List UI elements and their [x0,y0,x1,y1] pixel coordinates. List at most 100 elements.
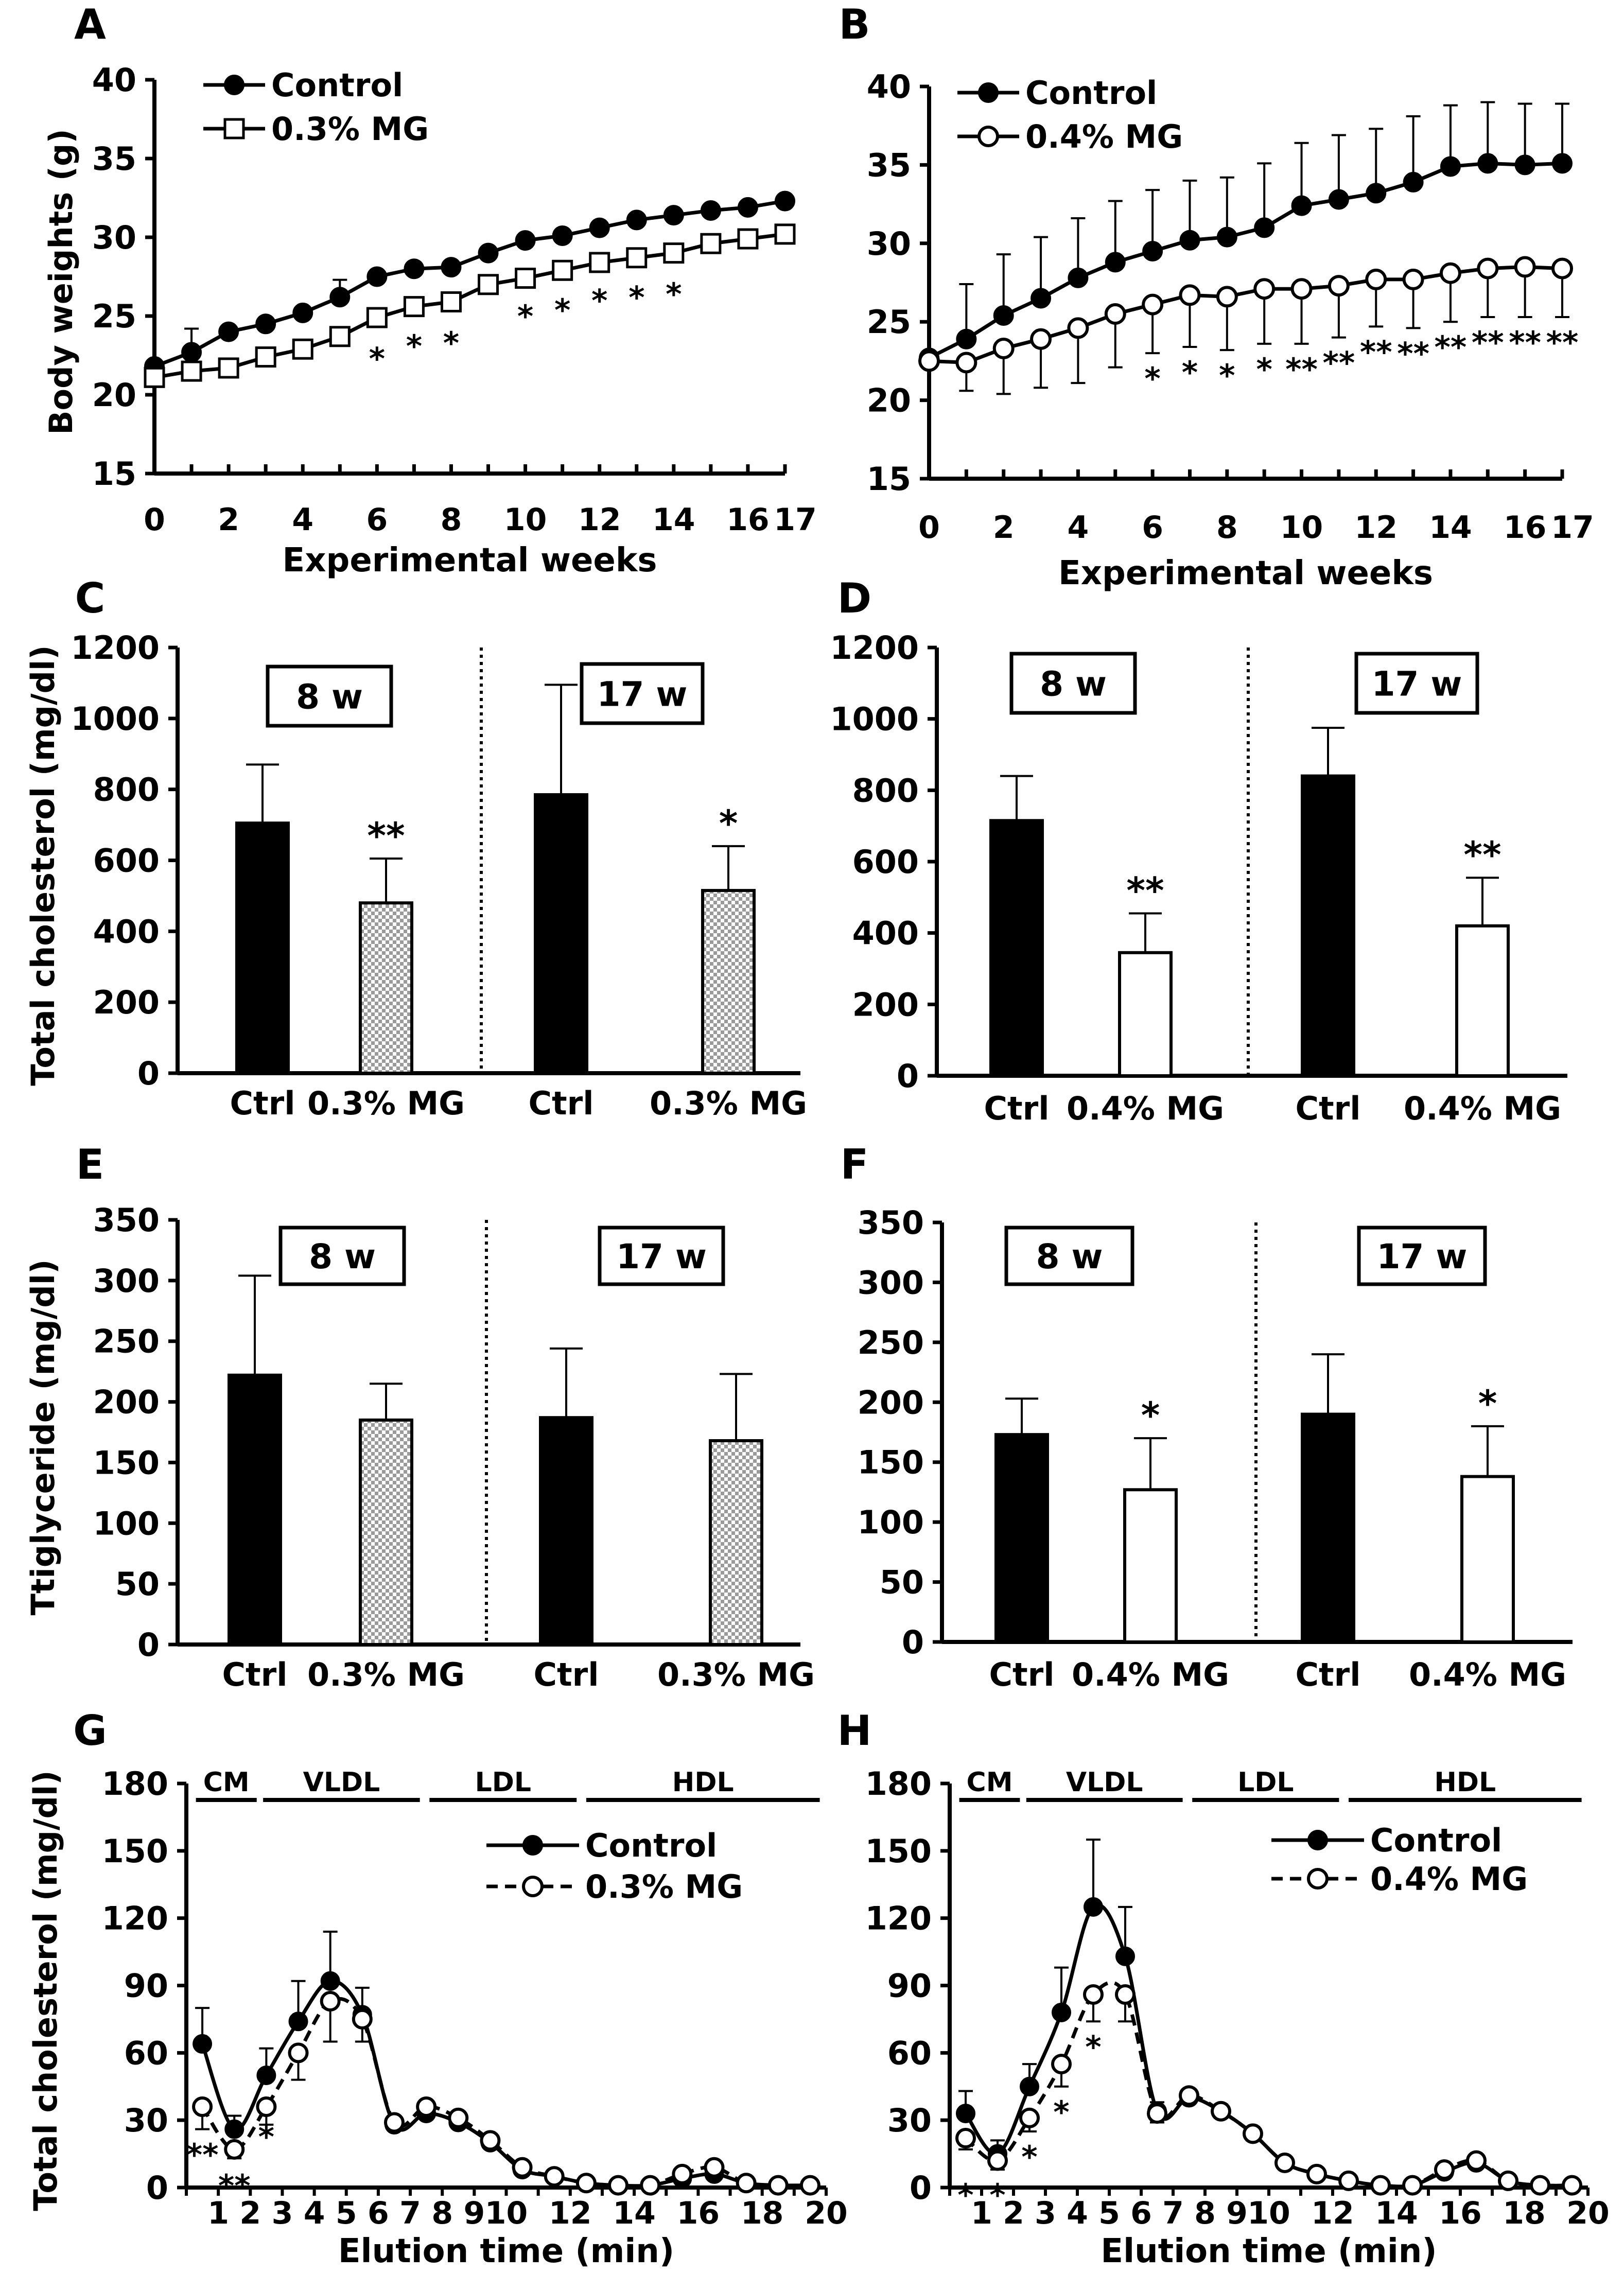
category-label: 0.3% MG [650,1085,807,1122]
y-tick-label: 600 [852,843,919,881]
x-tick-label: 8 [441,502,462,538]
x-tick-label: 1 [207,2195,229,2231]
significance-mark: ** [186,2137,219,2173]
point-marker [626,247,648,269]
bar [228,1373,282,1647]
y-tick-label: 400 [93,913,160,950]
significance-mark: * [1141,1394,1160,1437]
significance-mark: ** [218,2168,251,2204]
category-label: Ctrl [989,1656,1055,1693]
x-tick-label: 3 [1035,2195,1056,2231]
point-marker [1179,230,1200,251]
panel-letter: C [75,574,106,622]
point-marker [1307,1830,1328,1850]
y-tick-label: 180 [102,1765,168,1803]
point-marker [1147,2103,1167,2124]
legend-label: 0.3% MG [585,1868,743,1905]
x-tick-label: 14 [613,2195,656,2231]
point-marker [224,75,245,95]
time-point-box [1004,1226,1134,1286]
y-tick-label: 120 [102,1900,168,1937]
point-marker [552,225,573,246]
significance-mark: * [1182,355,1198,391]
time-point-label: 17 w [616,1237,707,1276]
point-marker [320,1971,340,1991]
time-point-box [580,662,705,725]
y-tick-label: 90 [887,1967,932,2005]
x-tick-label: 2 [1003,2195,1024,2231]
x-tick-label: 1 [971,2195,992,2231]
point-marker [1104,303,1126,325]
significance-mark: * [628,279,644,316]
y-tick-label: 0 [910,2169,932,2207]
fraction-label: LDL [1237,1767,1294,1798]
panel-letter: B [839,1,870,48]
y-tick-label: 30 [887,2102,932,2139]
point-marker [1477,153,1498,174]
y-tick-label: 60 [887,2034,932,2072]
bar [1455,924,1510,1078]
y-tick-label: 800 [852,772,919,809]
significance-mark: * [1478,1383,1497,1425]
x-tick-label: 12 [578,502,621,538]
y-tick-label: 250 [93,1323,160,1360]
x-tick-label: 5 [1098,2195,1120,2231]
point-marker [1439,262,1461,284]
legend-label: Control [271,66,403,104]
y-tick-label: 300 [93,1262,160,1300]
point-marker [403,296,425,318]
point-marker [512,2157,533,2178]
point-marker [1084,1897,1103,1917]
significance-mark: * [517,299,533,335]
y-tick-label: 1000 [830,701,919,738]
significance-mark: * [1021,2139,1037,2175]
y-tick-label: 180 [865,1765,932,1803]
y-tick-label: 150 [865,1832,932,1870]
panel-a: A 15 20 25 30 35 40 Body weights (g) 0 2 4 6 8 10 12 14… [42,1,817,580]
time-point-label: 8 w [296,677,363,717]
point-marker [704,2157,725,2178]
point-marker [774,223,796,245]
y-tick-label: 1000 [71,700,160,738]
bar [994,1433,1049,1644]
significance-mark: * [989,2177,1005,2213]
point-marker [1019,2107,1040,2128]
point-marker [737,197,758,218]
bar [701,889,756,1075]
significance-mark: * [443,325,459,361]
category-label: Ctrl [1296,1656,1361,1693]
y-tick-label: 150 [102,1832,168,1870]
point-marker [993,305,1014,326]
y-tick-label: 300 [858,1264,924,1301]
point-marker [1083,1984,1104,2005]
point-marker [918,350,940,372]
legend-label: Control [1025,74,1157,112]
x-tick-label: 16 [1439,2195,1482,2231]
x-tick-label: 7 [399,2195,421,2231]
point-marker [256,2096,277,2117]
point-marker [416,2096,437,2117]
y-tick-label: 40 [92,61,136,99]
point-marker [448,2107,469,2128]
series-1 [955,1981,1582,2196]
bar [1123,1488,1178,1644]
series-line [929,265,1563,364]
point-marker [1402,268,1424,290]
point-marker [522,1876,544,1897]
y-tick-label: 200 [93,1384,160,1421]
y-tick-label: 35 [867,146,911,184]
category-label: 0.3% MG [307,1656,465,1693]
x-tick-label: 10 [1280,510,1323,546]
bar [359,901,413,1075]
time-point-box [266,664,393,728]
point-marker [544,2166,565,2187]
point-marker [441,257,462,278]
point-marker [1562,2175,1582,2196]
fraction-label: VLDL [303,1767,380,1798]
x-tick-label: 18 [1503,2195,1546,2231]
y-tick-label: 50 [880,1564,924,1601]
legend: Control 0.3% MG [486,1827,743,1905]
y-tick-label: 40 [867,68,911,106]
y-tick-label: 0 [137,1055,160,1092]
